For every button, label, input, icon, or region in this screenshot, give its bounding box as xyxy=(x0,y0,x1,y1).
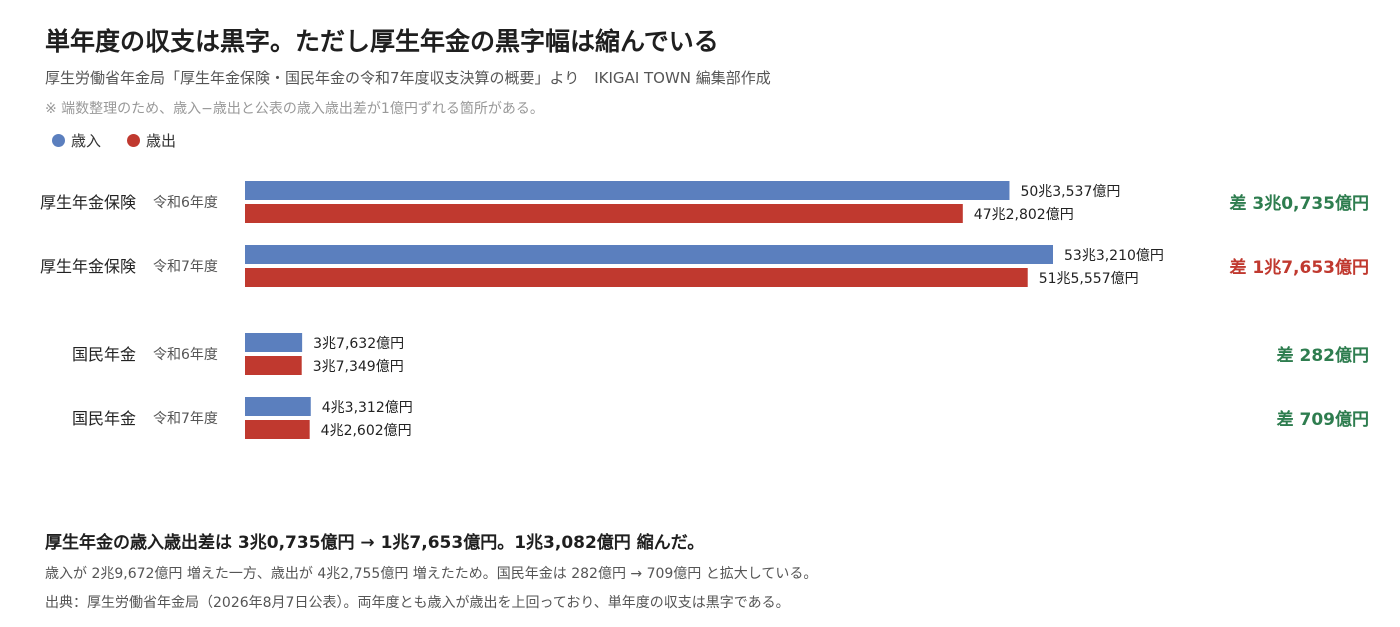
bar-expenditure xyxy=(245,356,302,375)
difference-label: 差 282億円 xyxy=(1277,345,1369,366)
bar-revenue xyxy=(245,181,1010,200)
difference-label: 差 1兆7,653億円 xyxy=(1229,257,1369,278)
data-label-expenditure: 3兆7,349億円 xyxy=(313,359,404,375)
data-label-revenue: 4兆3,312億円 xyxy=(322,400,413,416)
legend-label-expenditure: 歳出 xyxy=(146,132,177,150)
detail-text: 歳入が 2兆9,672億円 増えた一方、歳出が 4兆2,755億円 増えたため。… xyxy=(45,566,818,582)
data-label-revenue: 3兆7,632億円 xyxy=(313,336,404,352)
category-label: 厚生年金保険 xyxy=(40,193,136,212)
category-label: 国民年金 xyxy=(72,409,136,428)
bar-revenue xyxy=(245,333,303,352)
bar-expenditure xyxy=(245,420,310,439)
category-label: 厚生年金保険 xyxy=(40,257,136,276)
legend-dot-expenditure xyxy=(127,134,141,147)
data-label-expenditure: 47兆2,802億円 xyxy=(974,207,1074,223)
period-label: 令和6年度 xyxy=(153,347,218,363)
bar-revenue xyxy=(245,245,1053,264)
legend-item-revenue: 歳入 xyxy=(52,130,101,151)
bar-expenditure xyxy=(245,268,1028,287)
summary-text: 厚生年金の歳入歳出差は 3兆0,735億円 → 1兆7,653億円。1兆3,08… xyxy=(45,533,705,553)
category-label: 国民年金 xyxy=(72,345,136,364)
period-label: 令和7年度 xyxy=(153,259,218,275)
legend: 歳入 歳出 xyxy=(52,130,176,151)
data-label-revenue: 50兆3,537億円 xyxy=(1020,184,1120,200)
difference-label: 差 709億円 xyxy=(1277,409,1369,430)
legend-item-expenditure: 歳出 xyxy=(127,130,176,151)
data-label-revenue: 53兆3,210億円 xyxy=(1064,248,1164,264)
source-text: 出典：厚生労働省年金局（2026年8月7日公表）。両年度とも歳入が歳出を上回って… xyxy=(45,595,790,611)
legend-dot-revenue xyxy=(52,134,65,147)
difference-label: 差 3兆0,735億円 xyxy=(1229,193,1369,214)
legend-label-revenue: 歳入 xyxy=(71,132,102,150)
chart-subtitle: 厚生労働省年金局「厚生年金保険・国民年金の令和7年度収支決算の概要」より IKI… xyxy=(45,69,771,87)
period-label: 令和6年度 xyxy=(153,195,218,211)
bar-revenue xyxy=(245,397,311,416)
data-label-expenditure: 51兆5,557億円 xyxy=(1039,271,1139,287)
rounding-note: ※ 端数整理のため、歳入−歳出と公表の歳入歳出差が1億円ずれる箇所がある。 xyxy=(45,101,544,117)
chart-title: 単年度の収支は黒字。ただし厚生年金の黒字幅は縮んでいる xyxy=(45,27,719,56)
bar-expenditure xyxy=(245,204,963,223)
data-label-expenditure: 4兆2,602億円 xyxy=(321,423,412,439)
period-label: 令和7年度 xyxy=(153,411,218,427)
